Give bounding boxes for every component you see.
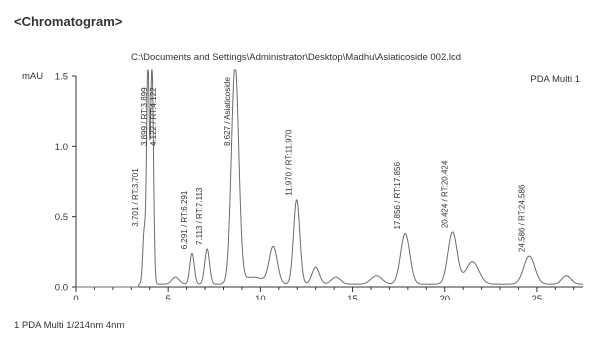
- file-path: C:\Documents and Settings\Administrator\…: [130, 52, 462, 63]
- y-tick-label: 1.0: [55, 142, 68, 153]
- y-tick-label: 0.0: [55, 283, 68, 294]
- peak-label: 7.113 / RT:7.113: [195, 187, 204, 245]
- peak-label: 17.856 / RT:17.856: [393, 162, 402, 230]
- y-tick-label: 0.5: [55, 212, 68, 223]
- chromatogram-trace: [76, 69, 583, 288]
- x-tick-label: 5: [166, 294, 171, 300]
- x-tick-label: 25: [532, 294, 543, 300]
- x-tick-label: 0: [73, 294, 78, 300]
- peak-label: 24.586 / RT:24.586: [517, 184, 526, 252]
- x-tick-label: 15: [347, 294, 358, 300]
- x-tick-label: 20: [439, 294, 450, 300]
- peak-label: 4.122 / RT:4.122: [149, 87, 158, 146]
- peak-label: 3.899 / RT:3.899: [140, 87, 149, 146]
- channel-footnote: 1 PDA Multi 1/214nm 4nm: [14, 320, 125, 331]
- peak-label: 6.291 / RT:6.291: [180, 190, 189, 249]
- y-tick-label: 1.5: [55, 72, 68, 83]
- peak-label: 11.970 / RT:11.970: [285, 129, 294, 196]
- peak-label: 20.424 / RT:20.424: [441, 160, 450, 228]
- chromatogram-chart: 0.00.51.01.50 5 10 15 20 25 3.701 / RT:3.7013…: [22, 69, 583, 300]
- x-tick-label: 10: [255, 294, 266, 300]
- peak-label: 8.627 / Asiaticoside: [223, 77, 232, 146]
- y-axis-label: mAU: [22, 71, 43, 82]
- peak-label: 3.701 / RT:3.701: [131, 168, 140, 227]
- legend-label: PDA Multi 1: [530, 74, 580, 85]
- peak-labels: 3.701 / RT:3.701 3.899 / RT:3.899 4.122 / …: [131, 77, 526, 253]
- report-heading: <Chromatogram>: [14, 14, 123, 29]
